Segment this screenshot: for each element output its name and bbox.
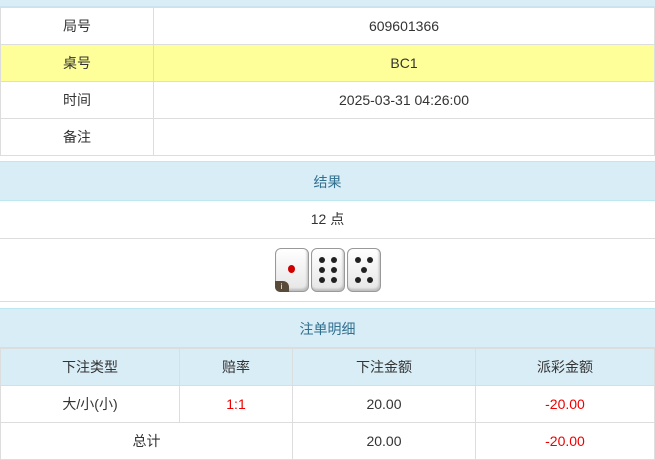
result-points: 12 点 [0,201,655,239]
info-value: BC1 [153,44,655,82]
bets-column-headers: 下注类型 赔率 下注金额 派彩金额 [0,348,655,386]
info-value: 609601366 [153,7,655,45]
die-6-icon [310,248,345,292]
info-value: 2025-03-31 04:26:00 [153,81,655,119]
die-1-icon: i [274,248,309,292]
bet-payout: -20.00 [475,385,655,423]
info-row-time: 时间 2025-03-31 04:26:00 [0,81,655,119]
col-header: 下注类型 [0,348,180,386]
info-label: 桌号 [0,44,154,82]
info-label: 局号 [0,7,154,45]
info-table: 局号 609601366 桌号 BC1 时间 2025-03-31 04:26:00 … [0,7,655,156]
info-label: 备注 [0,118,154,156]
col-header: 派彩金额 [475,348,655,386]
info-value [153,118,655,156]
col-header: 赔率 [179,348,293,386]
table-row: 大/小(小) 1:1 20.00 -20.00 [0,385,655,423]
info-row-table: 桌号 BC1 [0,44,655,82]
top-strip [0,0,655,7]
bet-amount: 20.00 [292,385,476,423]
die-5-icon [346,248,381,292]
bets-header: 注单明细 [0,308,655,348]
col-header: 下注金额 [292,348,476,386]
info-row-note: 备注 [0,118,655,156]
bet-odds: 1:1 [179,385,293,423]
total-amount: 20.00 [292,422,476,460]
result-header: 结果 [0,161,655,201]
total-row: 总计 20.00 -20.00 [0,422,655,460]
bets-table: 下注类型 赔率 下注金额 派彩金额 大/小(小) 1:1 20.00 -20.0… [0,348,655,460]
total-label: 总计 [0,422,293,460]
info-badge-icon[interactable]: i [274,281,289,292]
bet-type: 大/小(小) [0,385,180,423]
info-label: 时间 [0,81,154,119]
dice-row: i [0,239,655,302]
info-row-round: 局号 609601366 [0,7,655,45]
total-payout: -20.00 [475,422,655,460]
